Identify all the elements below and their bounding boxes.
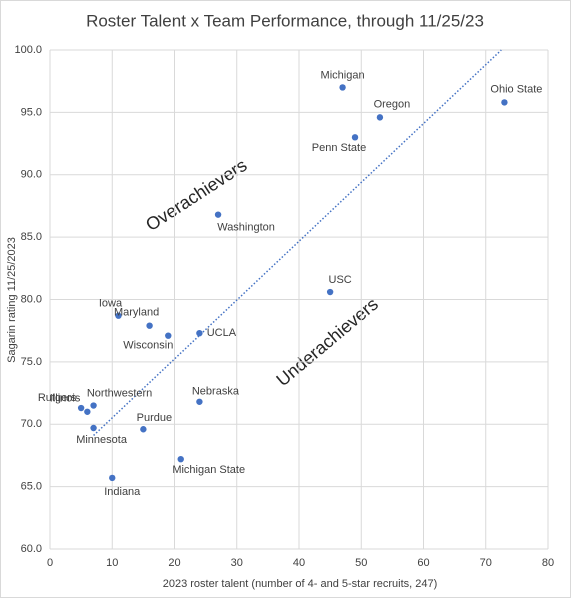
point: [376, 114, 384, 121]
point: [165, 332, 172, 339]
x-axis-title: 2023 roster talent (number of 4- and 5-s…: [163, 578, 438, 590]
point: [351, 134, 359, 141]
point-label: Northwestern: [87, 387, 152, 399]
point-label: Minnesota: [76, 434, 128, 446]
x-tick-label: 30: [231, 557, 243, 569]
point-label: UCLA: [207, 327, 237, 339]
point-label: Penn State: [312, 142, 366, 154]
point: [77, 404, 85, 412]
point: [90, 402, 97, 409]
x-tick-label: 0: [47, 557, 53, 569]
point-label: Michigan State: [172, 464, 245, 476]
y-tick-label: 85.0: [21, 231, 42, 243]
point-label: Wisconsin: [123, 340, 173, 352]
point-label: USC: [329, 274, 352, 286]
y-tick-label: 100.0: [14, 44, 42, 56]
point: [115, 312, 122, 319]
point: [501, 99, 508, 106]
point: [339, 84, 346, 91]
point-label: Ohio State: [490, 83, 542, 95]
x-tick-label: 50: [355, 557, 367, 569]
y-tick-label: 90.0: [21, 169, 42, 181]
point-label: Illinois: [50, 393, 81, 405]
trendline: [93, 49, 502, 437]
point: [84, 408, 91, 415]
y-tick-label: 95.0: [21, 106, 42, 118]
point: [146, 322, 153, 329]
y-tick-label: 75.0: [21, 356, 42, 368]
point: [177, 455, 184, 463]
point-label: Nebraska: [192, 386, 240, 398]
chart-title: Roster Talent x Team Performance, throug…: [86, 11, 484, 30]
point-label: Washington: [217, 222, 275, 234]
point-label: Maryland: [114, 307, 159, 319]
point: [140, 426, 147, 433]
point-label: Oregon: [374, 98, 411, 110]
point: [214, 211, 222, 218]
point: [196, 398, 203, 405]
x-tick-label: 20: [168, 557, 180, 569]
y-tick-label: 65.0: [21, 481, 42, 493]
x-tick-label: 10: [106, 557, 118, 569]
x-tick-label: 70: [480, 557, 492, 569]
y-tick-label: 80.0: [21, 293, 42, 305]
point: [109, 474, 116, 482]
point-label: Iowa: [99, 298, 123, 310]
y-axis-title: Sagarin rating 11/25/2023: [6, 237, 18, 363]
point: [90, 424, 97, 432]
point-label: Indiana: [104, 486, 141, 498]
y-tick-label: 60.0: [21, 543, 42, 555]
point-label: Rutgers: [38, 392, 77, 404]
point: [326, 288, 334, 296]
point: [196, 329, 203, 337]
point-label: Michigan: [321, 69, 365, 81]
x-tick-label: 80: [542, 557, 554, 569]
y-tick-label: 70.0: [21, 418, 42, 430]
x-tick-label: 60: [417, 557, 429, 569]
x-tick-label: 40: [293, 557, 305, 569]
point-label: Purdue: [137, 412, 172, 424]
